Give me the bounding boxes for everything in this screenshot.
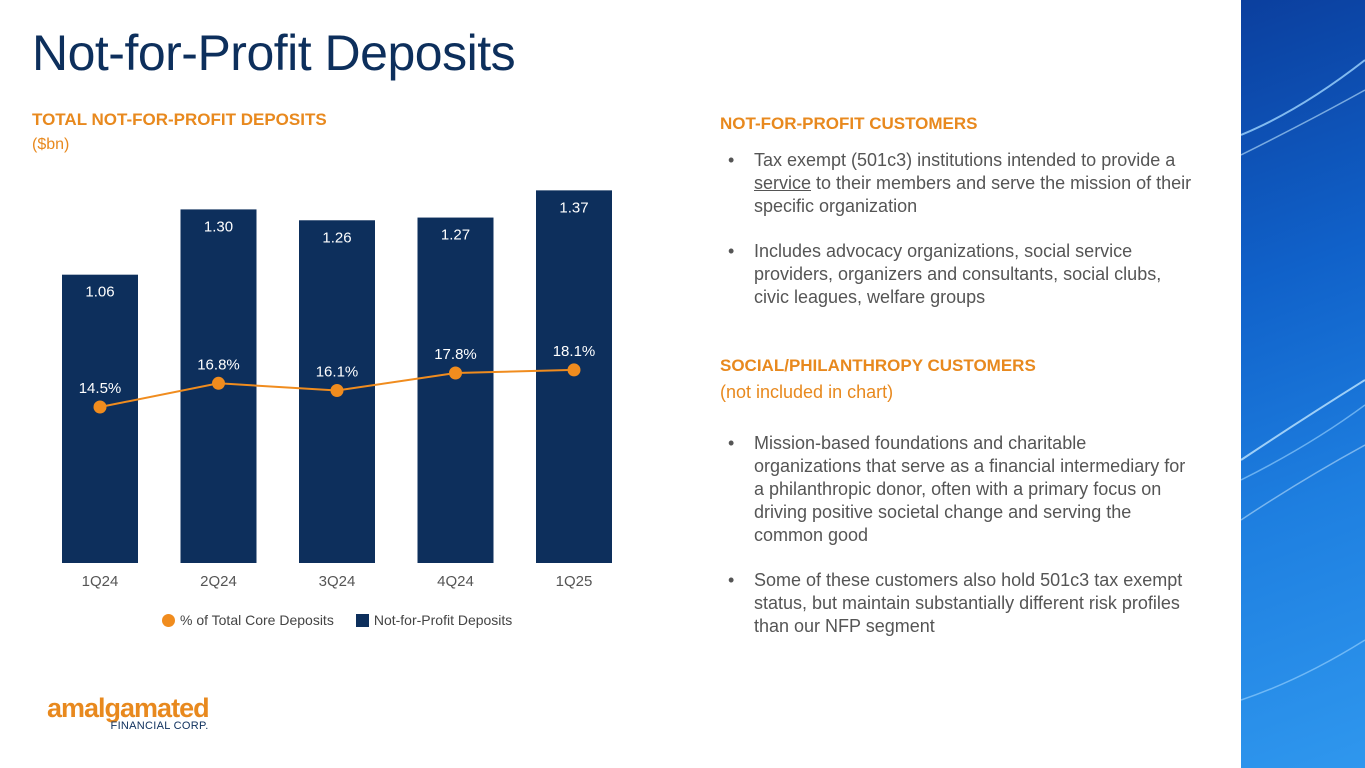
x-tick-label: 2Q24 [200,573,237,590]
social-bullet-1: Mission-based foundations and charitable… [728,432,1198,547]
line-point-4q24 [449,366,462,380]
logo-wordmark: amalgamated [47,693,210,723]
logo-tagline: FINANCIAL CORP. [110,720,209,732]
bar-value-label: 1.37 [559,199,588,216]
service-underlined-word: service [754,173,812,193]
line-point-1q25 [567,363,581,377]
line-value-label: 18.1% [553,343,596,360]
bar-1q24 [62,274,138,563]
bar-value-label: 1.30 [204,218,233,235]
nfp-bullet-1-start: Tax exempt (501c3) institutions intended… [754,150,1176,170]
x-tick-label: 4Q24 [437,573,474,590]
deposits-chart: 1.06 1Q24 1.30 2Q24 1.26 3Q24 1.27 4Q24 1.37 1Q25… [62,190,612,590]
line-value-label: 17.8% [434,346,477,363]
chart-unit: ($bn) [32,136,70,153]
social-bullet-2: Some of these customers also hold 501c3 … [728,569,1198,638]
chart-legend: % of Total Core Deposits Not-for-Profit … [162,612,512,628]
x-tick-label: 1Q24 [82,573,119,590]
legend-line-marker [162,613,175,627]
nfp-bullet-list: Tax exempt (501c3) institutions intended… [728,149,1198,331]
x-tick-label: 1Q25 [556,573,593,590]
nfp-bullet-2: Includes advocacy organizations, social … [728,240,1198,309]
page-title: Not-for-Profit Deposits [32,25,516,81]
legend-line-label: % of Total Core Deposits [180,612,334,628]
company-logo: amalgamated FINANCIAL CORP. [47,693,210,732]
nfp-bullet-1: Tax exempt (501c3) institutions intended… [728,149,1198,218]
bar-value-label: 1.27 [441,227,470,244]
line-value-label: 16.8% [197,356,240,373]
legend-bar-label: Not-for-Profit Deposits [373,612,513,628]
line-point-3q24 [330,384,344,398]
bar-value-label: 1.26 [322,229,351,246]
chart-title: TOTAL NOT-FOR-PROFIT DEPOSITS [32,110,327,129]
social-bullet-list: Mission-based foundations and charitable… [728,432,1198,660]
nfp-customers-heading: NOT-FOR-PROFIT CUSTOMERS [720,114,978,133]
social-customers-heading: SOCIAL/PHILANTHROPY CUSTOMERS [720,356,1036,375]
sidebar-wave-lines [1241,59,1365,701]
x-tick-label: 3Q24 [319,573,356,590]
bar-1q25 [536,190,612,564]
decorative-sidebar [1241,0,1365,768]
bar-4q24 [417,217,494,563]
social-customers-subheading: (not included in chart) [720,382,894,402]
bar-value-label: 1.06 [85,284,114,301]
nfp-bullet-1-end: to their members and serve the mission o… [754,173,1192,216]
line-value-label: 14.5% [79,380,122,397]
legend-bar-marker [355,613,369,627]
line-point-2q24 [212,376,225,390]
line-value-label: 16.1% [316,364,359,381]
line-point-1q24 [93,400,107,414]
